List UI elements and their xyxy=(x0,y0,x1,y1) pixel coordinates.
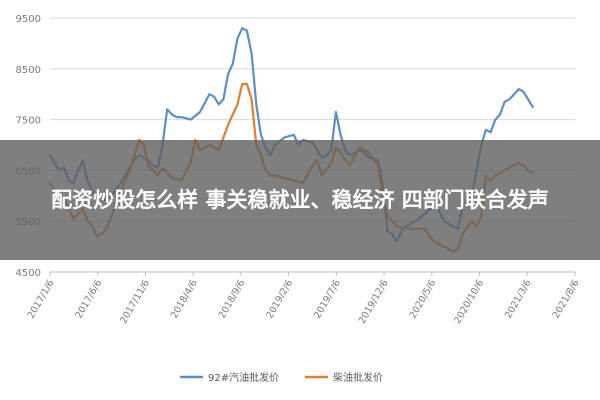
y-tick-label: 9500 xyxy=(16,14,41,25)
y-tick-label: 7500 xyxy=(16,116,41,127)
x-tick-label: 2017/6/6 xyxy=(73,278,104,320)
news-title-banner: 配资炒股怎么样 事关稳就业、稳经济 四部门联合发声 xyxy=(0,140,600,260)
legend: 92#汽油批发价 柴油批发价 xyxy=(180,371,383,384)
x-tick-label: 2018/4/6 xyxy=(169,278,200,320)
news-title[interactable]: 配资炒股怎么样 事关稳就业、稳经济 四部门联合发声 xyxy=(51,188,549,212)
x-tick-label: 2019/2/6 xyxy=(264,278,295,320)
legend-label-diesel: 柴油批发价 xyxy=(333,371,383,384)
x-tick-label: 2017/11/6 xyxy=(118,278,152,326)
x-tick-label: 2019/12/6 xyxy=(357,278,391,326)
x-tick-label: 2018/9/6 xyxy=(217,278,248,320)
x-tick-label: 2019/7/6 xyxy=(312,278,343,320)
x-tick-label: 2017/1/6 xyxy=(26,278,57,320)
x-tick-label: 2021/3/6 xyxy=(503,278,534,320)
y-tick-label: 4500 xyxy=(16,268,41,279)
x-axis-ticks: 2017/1/6 2017/6/6 2017/11/6 2018/4/6 2018/9/… xyxy=(26,272,582,326)
x-tick-label: 2020/5/6 xyxy=(408,278,439,320)
x-tick-label: 2020/10/6 xyxy=(452,278,486,326)
x-tick-label: 2021/8/6 xyxy=(551,278,582,320)
y-tick-label: 8500 xyxy=(16,65,41,76)
legend-label-gasoline: 92#汽油批发价 xyxy=(208,371,279,384)
